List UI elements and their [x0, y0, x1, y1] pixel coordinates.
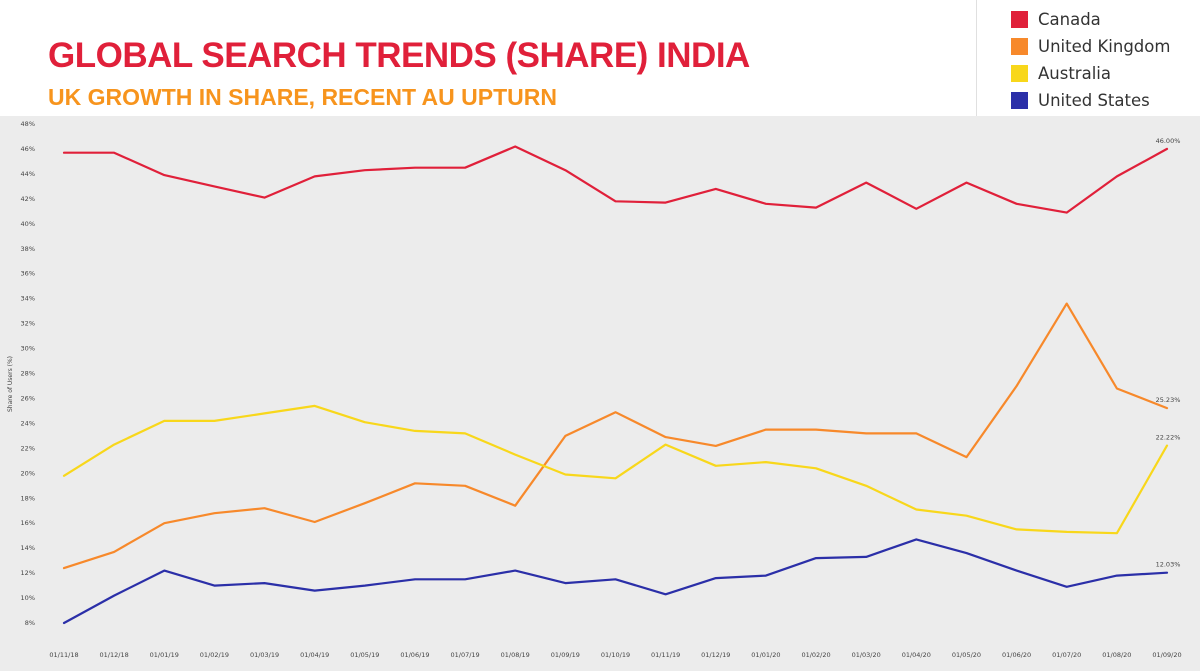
- y-tick-label: 26%: [21, 394, 35, 402]
- x-tick-label: 01/05/19: [350, 651, 379, 659]
- legend-swatch: [1011, 64, 1028, 82]
- legend-label: Canada: [1038, 9, 1101, 29]
- end-value-label: 12.03%: [1156, 561, 1181, 569]
- x-tick-label: 01/07/19: [450, 651, 479, 659]
- plot-area-background: [0, 116, 1200, 671]
- series-line-united-states: [62, 538, 1169, 625]
- x-tick-label: 01/04/20: [902, 651, 931, 659]
- x-tick-label: 01/03/19: [250, 651, 279, 659]
- y-tick-label: 32%: [21, 320, 35, 328]
- x-tick-label: 01/01/19: [150, 651, 179, 659]
- y-tick-label: 30%: [21, 345, 35, 353]
- chart-title: GLOBAL SEARCH TRENDS (SHARE) INDIA: [48, 36, 750, 75]
- y-tick-label: 12%: [21, 569, 35, 577]
- x-tick-label: 01/04/19: [300, 651, 329, 659]
- x-tick-label: 01/09/19: [551, 651, 580, 659]
- legend-item-australia: Australia: [1011, 62, 1111, 84]
- x-tick-label: 01/01/20: [751, 651, 780, 659]
- series-lines: [62, 145, 1169, 625]
- y-tick-label: 10%: [21, 594, 35, 602]
- y-tick-label: 48%: [21, 120, 35, 128]
- x-tick-label: 01/11/18: [49, 651, 78, 659]
- x-tick-label: 01/12/19: [701, 651, 730, 659]
- legend-label: Australia: [1038, 63, 1111, 83]
- x-tick-label: 01/03/20: [852, 651, 881, 659]
- legend-swatch: [1011, 37, 1028, 55]
- y-axis-label: Share of Users (%): [7, 356, 14, 412]
- x-tick-label: 01/10/19: [601, 651, 630, 659]
- y-tick-label: 18%: [21, 494, 35, 502]
- series-line-united-kingdom: [62, 302, 1169, 570]
- end-labels: 46.00% 25.23% 22.22% 12.03%: [1156, 137, 1181, 569]
- x-tick-label: 01/02/20: [801, 651, 830, 659]
- y-tick-label: 46%: [21, 145, 35, 153]
- end-value-label: 25.23%: [1156, 396, 1181, 404]
- legend-item-united-kingdom: United Kingdom: [1011, 35, 1170, 57]
- y-tick-label: 16%: [21, 519, 35, 527]
- legend-item-united-states: United States: [1011, 89, 1150, 111]
- y-tick-label: 22%: [21, 444, 35, 452]
- y-tick-label: 44%: [21, 170, 35, 178]
- legend: Canada United Kingdom Australia United S…: [976, 0, 1200, 116]
- legend-swatch: [1011, 91, 1028, 109]
- x-tick-label: 01/06/19: [400, 651, 429, 659]
- x-tick-label: 01/05/20: [952, 651, 981, 659]
- x-tick-label: 01/02/19: [200, 651, 229, 659]
- series-line-canada: [62, 145, 1169, 214]
- end-value-label: 22.22%: [1156, 434, 1181, 442]
- x-axis-ticks: 01/11/18 01/12/18 01/01/19 01/02/19 01/03/19…: [49, 651, 1181, 659]
- end-value-label: 46.00%: [1156, 137, 1181, 145]
- x-tick-label: 01/12/18: [100, 651, 129, 659]
- series-line-australia: [62, 404, 1169, 535]
- chart-subtitle: UK GROWTH IN SHARE, RECENT AU UPTURN: [48, 84, 557, 110]
- x-tick-label: 01/08/20: [1102, 651, 1131, 659]
- legend-label: United Kingdom: [1038, 36, 1171, 56]
- x-tick-label: 01/07/20: [1052, 651, 1081, 659]
- y-tick-label: 8%: [25, 619, 35, 627]
- x-tick-label: 01/08/19: [501, 651, 530, 659]
- legend-label: United States: [1038, 90, 1150, 110]
- y-tick-label: 20%: [21, 469, 35, 477]
- y-tick-label: 38%: [21, 245, 35, 253]
- x-tick-label: 01/11/19: [651, 651, 680, 659]
- legend-swatch: [1011, 10, 1028, 28]
- x-tick-label: 01/09/20: [1152, 651, 1181, 659]
- x-tick-label: 01/06/20: [1002, 651, 1031, 659]
- legend-item-canada: Canada: [1011, 8, 1101, 30]
- y-tick-label: 34%: [21, 295, 35, 303]
- y-tick-label: 42%: [21, 195, 35, 203]
- y-tick-label: 14%: [21, 544, 35, 552]
- y-tick-label: 40%: [21, 220, 35, 228]
- y-tick-label: 24%: [21, 419, 35, 427]
- y-tick-label: 28%: [21, 370, 35, 378]
- y-tick-label: 36%: [21, 270, 35, 278]
- y-axis-ticks: 8% 10% 12% 14% 16% 18% 20% 22% 24% 26% 28% 30% 32% 34…: [21, 120, 35, 627]
